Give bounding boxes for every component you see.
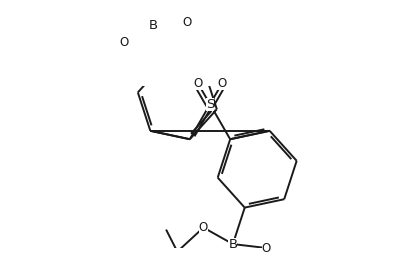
Text: S: S — [206, 98, 214, 111]
Text: O: O — [262, 241, 271, 254]
Text: O: O — [119, 36, 128, 49]
Text: O: O — [218, 77, 227, 90]
Text: B: B — [148, 19, 158, 33]
Text: O: O — [182, 16, 191, 28]
Text: B: B — [228, 238, 237, 251]
Text: O: O — [193, 77, 202, 90]
Text: O: O — [199, 221, 208, 234]
